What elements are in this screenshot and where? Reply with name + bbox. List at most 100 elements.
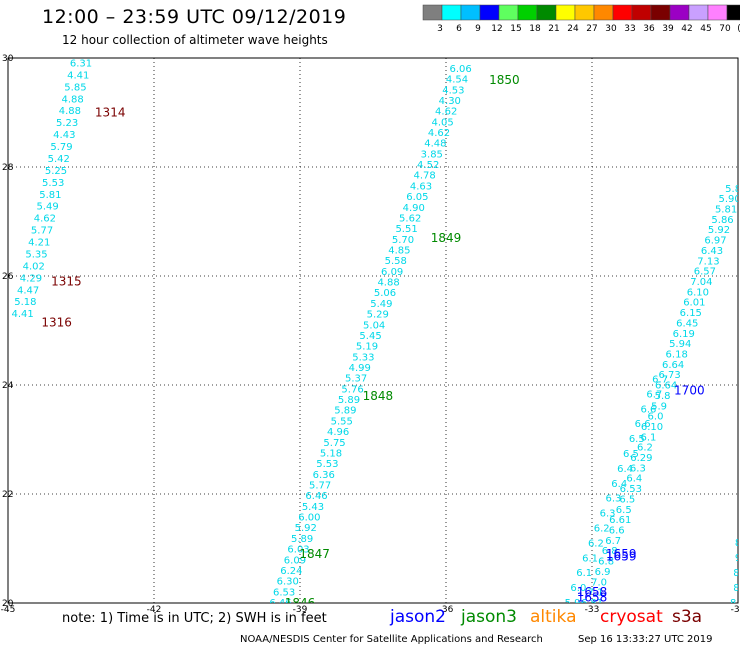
wave-height-value: 5.89 [334, 406, 356, 417]
wave-height-value: 7.1 [588, 588, 604, 599]
wave-height-value: 4.96 [327, 427, 349, 438]
scale-label: 15 [510, 24, 521, 34]
wave-height-value: 5.75 [323, 438, 345, 449]
wave-height-value: 4.88 [59, 106, 81, 117]
wave-height-value: 6.4 [611, 479, 627, 490]
scale-label: 70 [719, 24, 731, 34]
wave-height-value: 5.43 [302, 502, 324, 513]
pass-time-label: 1850 [489, 73, 520, 87]
pass-time-label: 1849 [431, 231, 462, 245]
wave-height-value: 5.18 [14, 297, 36, 308]
scale-label: 9 [475, 24, 481, 34]
wave-height-value: 4.62 [428, 128, 450, 139]
wave-height-value: 5.49 [370, 299, 392, 310]
wave-height-value: 6.61 [609, 515, 631, 526]
wave-height-value: 6.5 [629, 434, 645, 445]
wave-height-value: 5.79 [50, 142, 72, 153]
wave-height-value: 6.7 [652, 375, 668, 386]
wave-height-value: 6.1 [582, 553, 598, 564]
wave-height-value: 5.53 [42, 178, 64, 189]
pass-time-label: 1314 [95, 106, 126, 120]
wave-height-value: 8 [735, 538, 740, 549]
scale-label: 27 [586, 24, 597, 34]
wave-height-value: 6.4 [617, 464, 633, 475]
wave-height-value: 4.29 [20, 273, 42, 284]
wave-height-value: 6.53 [273, 587, 295, 598]
wave-height-value: 5.55 [331, 416, 353, 427]
legend-jason2: jason2 [390, 607, 446, 627]
wave-height-value: 4.85 [388, 245, 410, 256]
wave-height-value: 7.04 [690, 277, 712, 288]
wave-height-value: 6.3 [600, 509, 616, 520]
wave-height-value: 4.52 [417, 160, 439, 171]
wave-height-value: 5.37 [345, 374, 367, 385]
wave-height-value: 5.29 [367, 310, 389, 321]
wave-height-value: 5.9 [565, 598, 581, 609]
wave-height-value: 5.92 [295, 523, 317, 534]
scale-label: 24 [567, 24, 579, 34]
pass-time-label: 1659 [606, 550, 637, 564]
plot-frame [7, 57, 739, 604]
wave-height-value: 4.43 [53, 130, 75, 141]
wave-height-value: 5.06 [374, 288, 396, 299]
wave-height-value: 6.9 [595, 567, 611, 578]
scale-label: 6 [456, 24, 462, 34]
x-tick-label: -45 [1, 605, 16, 615]
wave-height-value: 6.5 [619, 494, 635, 505]
wave-height-value: 6.00 [298, 513, 320, 524]
wave-height-value: 5.8 [655, 391, 671, 402]
wave-height-value: 5.62 [399, 213, 421, 224]
x-tick-label: -33 [585, 605, 600, 615]
scale-label: 36 [643, 24, 655, 34]
wave-height-value: 4.21 [28, 238, 50, 249]
wave-height-value: 9 [735, 553, 740, 564]
wave-height-value: 6.6 [641, 404, 657, 415]
wave-height-value: 4.63 [410, 181, 432, 192]
wave-height-value: 6.10 [687, 287, 709, 298]
wave-height-value: 6.7 [646, 389, 662, 400]
wave-height-value: 5.77 [309, 480, 331, 491]
wave-height-value: 6.46 [305, 491, 327, 502]
credit-line: NOAA/NESDIS Center for Satellite Applica… [240, 634, 543, 645]
wave-height-value: 5.51 [395, 224, 417, 235]
wave-height-value: 5.85 [64, 82, 86, 93]
wave-height-value: 4.62 [435, 107, 457, 118]
wave-height-value: 4.90 [403, 203, 425, 214]
legend-cryosat: cryosat [600, 607, 663, 627]
wave-height-value: 4.88 [377, 278, 399, 289]
x-tick-label: -30 [731, 605, 740, 615]
data-layer: 6.466.536.306.246.096.035.895.926.005.43… [11, 58, 740, 609]
wave-height-value: 5.70 [392, 235, 414, 246]
pass-time-label: 1848 [363, 389, 394, 403]
pass-time-label: 1847 [299, 547, 330, 561]
footer-note: note: 1) Time is in UTC; 2) SWH is in fe… [62, 611, 327, 626]
wave-height-value: 5.89 [291, 534, 313, 545]
scale-label: 3 [437, 24, 443, 34]
wave-height-value: 7.0 [591, 577, 607, 588]
x-tick-label: -42 [147, 605, 162, 615]
wave-height-value: 6.0 [570, 583, 586, 594]
wave-height-value: 5.04 [363, 320, 385, 331]
wave-height-value: 5.35 [25, 249, 47, 260]
legend-altika: altika [530, 607, 577, 627]
wave-height-value: 6.30 [277, 577, 299, 588]
scale-label: 45 [700, 24, 711, 34]
wave-height-value: 8.1 [730, 598, 740, 609]
wave-height-value: 6.6 [609, 526, 625, 537]
wave-height-value: 6.5 [623, 449, 639, 460]
x-tick-label: -36 [439, 605, 454, 615]
wave-height-value: 5.94 [669, 339, 691, 350]
wave-height-value: 5.25 [45, 166, 67, 177]
wave-height-value: 6.97 [704, 236, 726, 247]
wave-height-value: 6.8 [598, 557, 614, 568]
wave-height-value: 4.54 [446, 75, 468, 86]
wave-height-value: 6.73 [658, 370, 680, 381]
wave-height-value: 4.30 [439, 96, 461, 107]
pass-time-label: 1658 [577, 585, 608, 599]
scale-label: 42 [681, 24, 692, 34]
wave-height-value: 6.18 [666, 349, 688, 360]
wave-height-value: 5.77 [31, 226, 53, 237]
wave-height-value: 5.19 [356, 342, 378, 353]
